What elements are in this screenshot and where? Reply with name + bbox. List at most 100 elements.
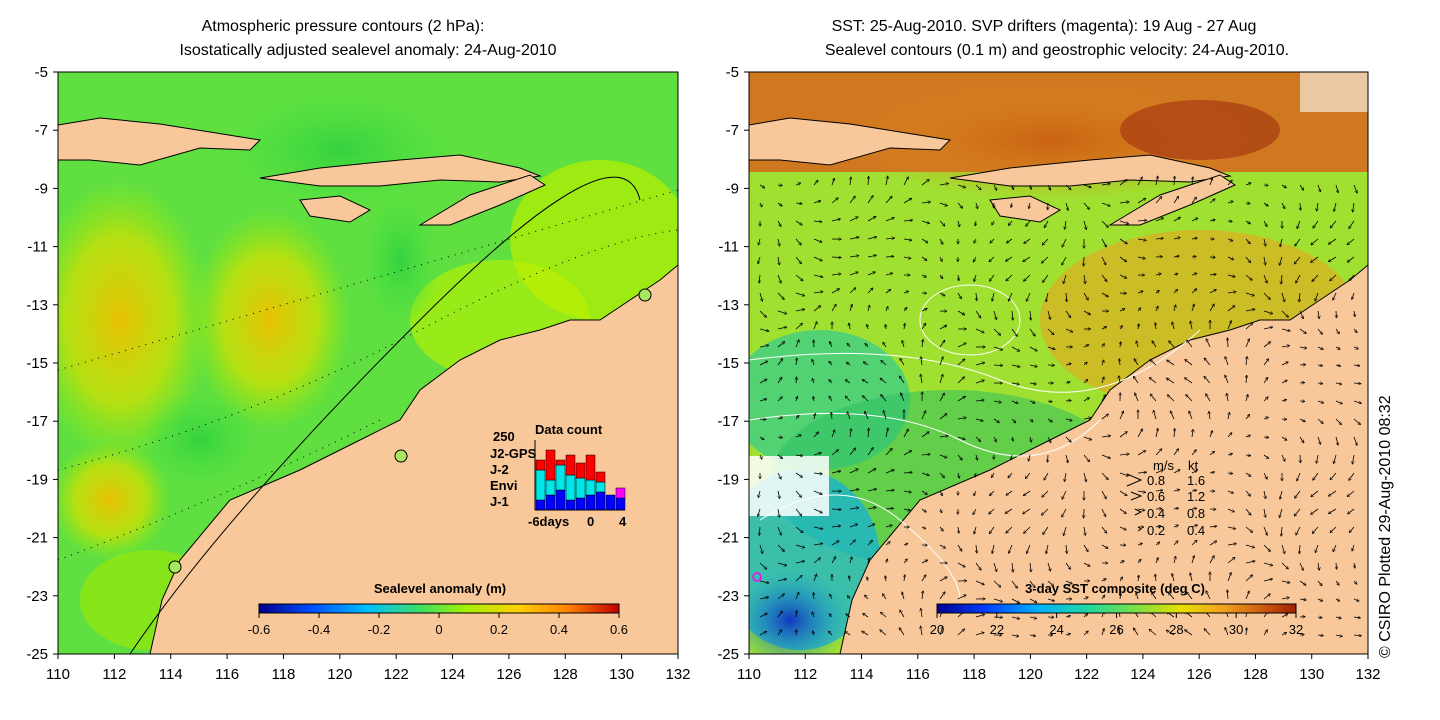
velocity-arrow (812, 379, 814, 384)
left-title-line2: Isostatically adjusted sealevel anomaly:… (179, 42, 556, 59)
velocity-arrow (862, 631, 869, 636)
velocity-arrow (1083, 362, 1087, 366)
velocity-arrow (1227, 508, 1234, 512)
velocity-arrow (1294, 508, 1301, 516)
y-tick-label: -5 (726, 64, 739, 81)
velocity-arrow (939, 544, 945, 548)
y-tick-label: -21 (717, 530, 739, 547)
data-count-bar (535, 469, 546, 501)
velocity-arrow (1152, 593, 1157, 600)
velocity-arrow (1137, 239, 1146, 240)
velocity-arrow (1246, 395, 1248, 402)
velocity-arrow (1300, 202, 1301, 210)
velocity-arrow (1333, 292, 1337, 300)
velocity-arrow (777, 292, 784, 299)
inset-ymax-label: 250 (493, 429, 515, 444)
velocity-arrow (921, 323, 926, 330)
velocity-arrow (813, 453, 821, 456)
data-count-bar (535, 459, 546, 471)
velocity-arrow (849, 489, 859, 492)
velocity-arrow (759, 184, 765, 188)
velocity-arrow (921, 575, 926, 582)
velocity-arrow (1209, 289, 1216, 294)
velocity-arrow (1335, 184, 1338, 193)
velocity-arrow (1011, 328, 1017, 336)
velocity-arrow (1185, 378, 1193, 384)
velocity-arrow (993, 184, 997, 190)
colorbar-tick-label: -0.4 (308, 622, 330, 637)
velocity-arrow (993, 328, 1000, 335)
velocity-arrow (867, 324, 868, 330)
velocity-arrow (1349, 526, 1355, 532)
speed-row-kt: 0.4 (1187, 523, 1205, 538)
velocity-arrow (939, 340, 945, 348)
velocity-arrow (1353, 599, 1359, 601)
velocity-arrow (1173, 470, 1180, 474)
velocity-arrow (1330, 220, 1337, 228)
velocity-arrow (974, 274, 977, 281)
velocity-arrow (903, 177, 908, 186)
velocity-arrow (1065, 400, 1071, 401)
velocity-arrow (957, 454, 962, 460)
velocity-arrow (1209, 451, 1214, 456)
colorbar-tick-label: 32 (1289, 622, 1303, 637)
velocity-arrow (1333, 544, 1337, 552)
velocity-arrow (1155, 574, 1156, 582)
velocity-arrow (921, 256, 927, 260)
csiro-credit: © CSIRO Plotted 29-Aug-2010 08:32 (1377, 395, 1394, 658)
velocity-arrow (795, 561, 804, 564)
velocity-arrow (1155, 238, 1163, 239)
data-count-bar (615, 497, 626, 511)
velocity-arrow (989, 256, 995, 262)
velocity-arrow (940, 256, 942, 261)
velocity-arrow (1083, 345, 1089, 348)
velocity-arrow (1245, 339, 1249, 348)
velocity-arrow (778, 256, 779, 265)
velocity-arrow (957, 292, 961, 299)
velocity-arrow (1063, 274, 1067, 284)
data-count-bar (545, 494, 556, 511)
velocity-arrow (1155, 197, 1162, 204)
velocity-arrow (1227, 433, 1232, 438)
x-tick-label: 112 (102, 666, 126, 683)
data-count-bar (555, 489, 566, 511)
velocity-arrow (957, 396, 965, 402)
velocity-arrow (1044, 472, 1049, 480)
colorbar-tick-label: 0 (435, 622, 442, 637)
velocity-arrow (939, 220, 945, 226)
velocity-arrow (1119, 309, 1125, 312)
velocity-arrow (1173, 525, 1178, 527)
velocity-arrow (1083, 454, 1090, 462)
velocity-arrow (777, 544, 784, 551)
velocity-arrow (993, 401, 1001, 403)
velocity-arrow (813, 526, 823, 529)
velocity-arrow (759, 399, 767, 402)
velocity-arrow (831, 304, 836, 312)
velocity-arrow (813, 432, 818, 438)
colorbar-tick-label: 20 (930, 622, 944, 637)
velocity-arrow (795, 340, 799, 348)
velocity-arrow (921, 508, 926, 512)
velocity-arrow (900, 610, 905, 618)
velocity-arrow (921, 309, 927, 312)
velocity-arrow (1101, 395, 1106, 402)
velocity-arrow (1011, 364, 1020, 367)
velocity-arrow (1245, 472, 1251, 476)
velocity-arrow (868, 177, 869, 186)
velocity-arrow (1263, 562, 1273, 565)
colorbar-tick-label: 30 (1229, 622, 1243, 637)
velocity-arrow (902, 592, 905, 600)
velocity-arrow (760, 454, 762, 459)
velocity-arrow (1047, 418, 1052, 422)
speed-row-kt: 1.6 (1187, 473, 1205, 488)
velocity-arrow (831, 412, 832, 420)
velocity-arrow (1329, 238, 1337, 244)
velocity-arrow (1191, 197, 1196, 204)
velocity-arrow (880, 378, 887, 384)
data-count-bar (575, 462, 586, 479)
velocity-arrow (849, 576, 850, 582)
velocity-arrow (1047, 562, 1050, 571)
inset-bars (535, 449, 626, 511)
velocity-arrow (885, 508, 893, 509)
velocity-arrow (1119, 359, 1120, 366)
